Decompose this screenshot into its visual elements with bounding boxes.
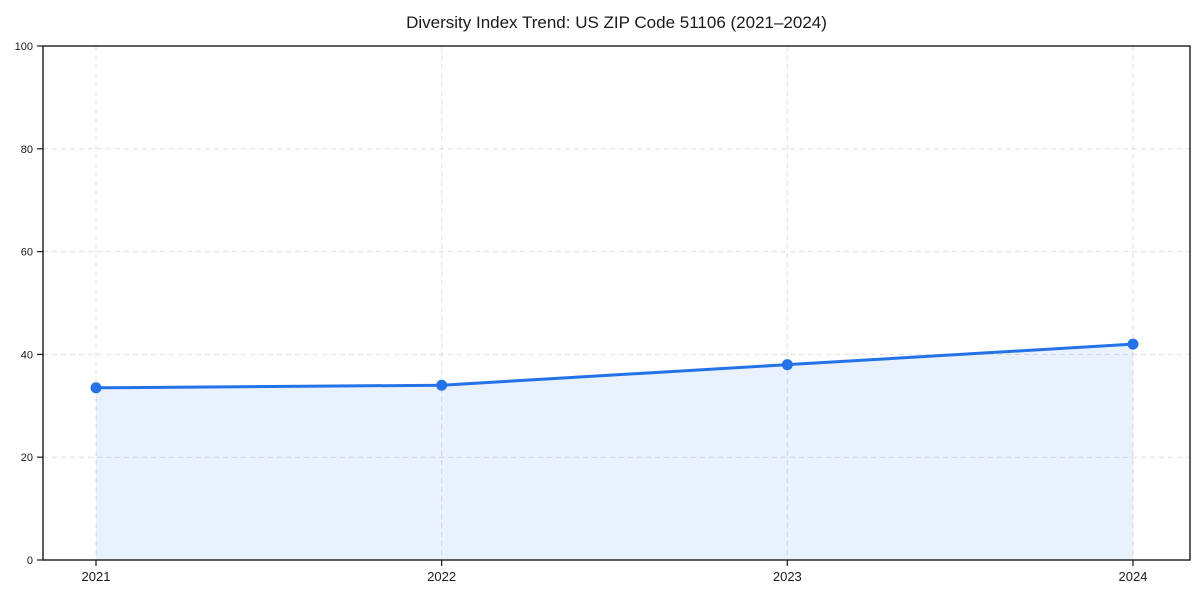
data-point-2021 (90, 382, 102, 394)
data-point-2024 (1127, 338, 1139, 350)
plot-border (42, 45, 1191, 561)
x-tick-label: 2023 (773, 569, 802, 584)
trend-line (94, 342, 1135, 390)
y-tick-label: 20 (21, 452, 33, 464)
x-tick-label: 2022 (427, 569, 456, 584)
y-tick-label: 40 (21, 349, 33, 361)
chart-title: Diversity Index Trend: US ZIP Code 51106… (406, 13, 827, 32)
y-tick-label: 60 (21, 247, 33, 259)
x-tick-label: 2021 (82, 569, 111, 584)
data-point-2023 (781, 359, 793, 371)
y-tick-label: 0 (27, 555, 33, 567)
data-point-2022 (436, 379, 448, 391)
area-fill (96, 344, 1133, 560)
x-tick-label: 2024 (1119, 569, 1148, 584)
y-tick-label: 80 (21, 144, 33, 156)
y-tick-label: 100 (15, 41, 33, 53)
